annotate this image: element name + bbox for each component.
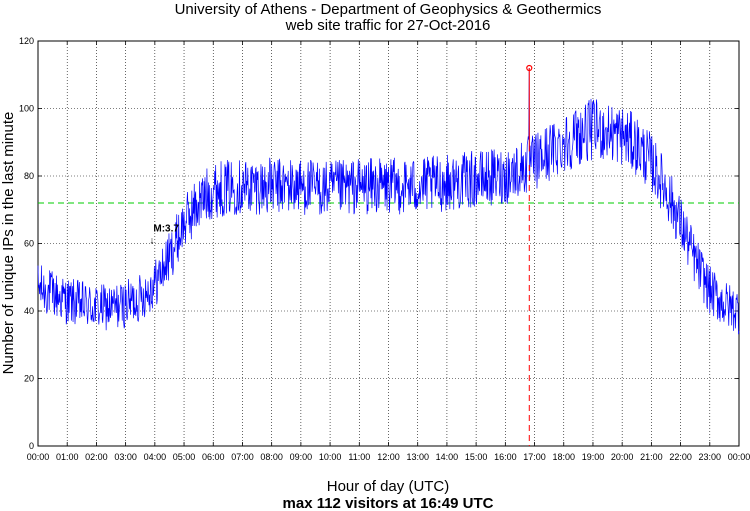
y-tick-label: 100: [19, 104, 34, 114]
x-tick-label: 16:00: [494, 452, 517, 462]
x-tick-labels: 00:00 01:00 02:00 03:00 04:00 05:00 06:00 07:00…: [27, 452, 750, 462]
x-tick-label: 08:00: [260, 452, 283, 462]
x-tick-label: 19:00: [582, 452, 605, 462]
x-tick-label: 04:00: [144, 452, 167, 462]
x-axis-label: Hour of day (UTC): [327, 478, 450, 495]
x-tick-label: 01:00: [56, 452, 79, 462]
x-tick-label: 02:00: [85, 452, 108, 462]
x-tick-label: 06:00: [202, 452, 225, 462]
y-tick-label: 0: [29, 441, 34, 451]
x-tick-label: 10:00: [319, 452, 342, 462]
x-tick-label: 03:00: [114, 452, 137, 462]
x-tick-label: 11:00: [348, 452, 370, 462]
x-tick-label: 20:00: [611, 452, 634, 462]
x-tick-label: 12:00: [377, 452, 400, 462]
chart-footer: max 112 visitors at 16:49 UTC: [283, 495, 494, 511]
max-marker: [526, 64, 533, 72]
x-tick-label: 15:00: [465, 452, 488, 462]
y-axis-label: Number of unique IPs in the last minute: [0, 112, 17, 375]
chart-title: University of Athens - Department of Geo…: [175, 1, 602, 18]
x-tick-label: 22:00: [669, 452, 692, 462]
y-tick-labels: 0 20 40 60 80 100 120: [19, 36, 34, 451]
x-tick-label: 13:00: [406, 452, 429, 462]
y-tick-label: 40: [24, 306, 34, 316]
plot-area: [37, 40, 740, 447]
y-tick-label: 120: [19, 36, 34, 46]
annotation-label: M:3.7: [153, 224, 179, 235]
x-tick-label: 07:00: [231, 452, 254, 462]
y-tick-label: 20: [24, 374, 34, 384]
traffic-series-line: [37, 67, 740, 335]
x-tick-label: 23:00: [699, 452, 722, 462]
y-tick-label: 80: [24, 171, 34, 181]
x-tick-label: 00:00: [728, 452, 750, 462]
x-tick-label: 14:00: [436, 452, 459, 462]
x-tick-label: 05:00: [173, 452, 196, 462]
x-tick-label: 21:00: [640, 452, 663, 462]
y-tick-label: 60: [24, 239, 34, 249]
annotation-arrow: ↓: [149, 236, 154, 247]
x-tick-label: 09:00: [290, 452, 313, 462]
x-tick-label: 00:00: [27, 452, 50, 462]
chart-subtitle: web site traffic for 27-Oct-2016: [285, 17, 491, 34]
x-tick-label: 18:00: [552, 452, 575, 462]
x-tick-label: 17:00: [523, 452, 546, 462]
